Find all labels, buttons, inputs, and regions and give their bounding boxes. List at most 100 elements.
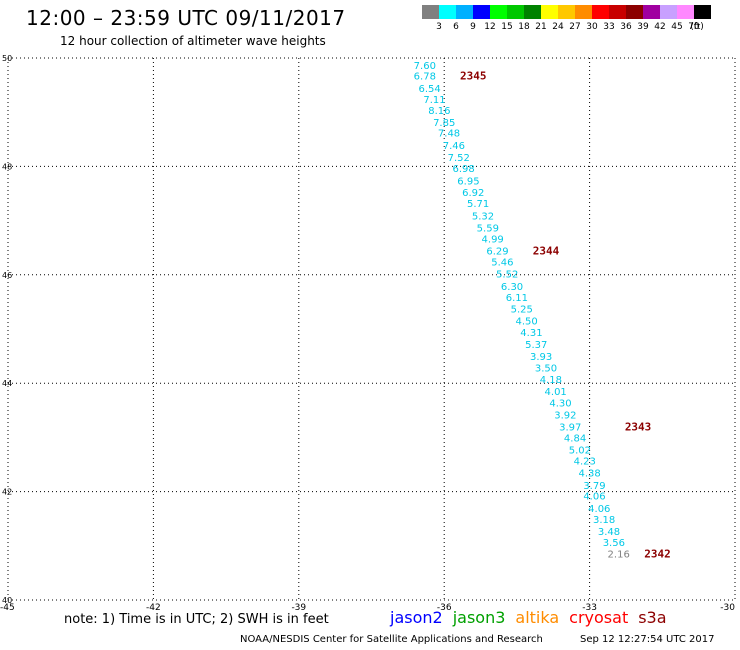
colorbar-label: 30 [586, 22, 598, 32]
wave-height-label: 3.92 [554, 410, 576, 421]
satellite-altika: altika [515, 608, 560, 627]
colorbar-swatch [609, 5, 626, 19]
wave-height-label: 7.46 [443, 141, 465, 152]
colorbar-label: 6 [453, 22, 459, 32]
wave-height-label: 6.78 [414, 72, 436, 83]
pass-time-label: 2343 [625, 420, 652, 433]
colorbar-swatch [456, 5, 473, 19]
wave-height-label: 4.06 [588, 504, 610, 515]
wave-height-label: 5.52 [496, 270, 518, 281]
colorbar-label: 3 [436, 22, 442, 32]
wave-height-label: 5.32 [472, 212, 494, 223]
colorbar-swatch [507, 5, 524, 19]
wave-height-label: 5.37 [525, 340, 547, 351]
wave-height-label: 6.30 [501, 282, 523, 293]
colorbar-swatch [677, 5, 694, 19]
pass-time-label: 2345 [460, 70, 487, 83]
wave-height-label: 4.31 [520, 328, 542, 339]
satellite-jason3: jason3 [452, 608, 506, 627]
lat-tick-label: 46 [2, 271, 12, 280]
lat-tick-label: 42 [2, 488, 12, 497]
footnote: note: 1) Time is in UTC; 2) SWH is in fe… [64, 612, 329, 627]
lat-tick-label: 44 [2, 379, 12, 388]
colorbar-swatch [694, 5, 711, 19]
satellite-s3a: s3a [638, 608, 667, 627]
wave-height-label: 7.11 [423, 95, 445, 106]
colorbar-swatch [541, 5, 558, 19]
colorbar-swatch [626, 5, 643, 19]
wave-height-label: 7.52 [448, 153, 470, 164]
wave-height-label: 3.18 [593, 515, 615, 526]
colorbar-swatch [592, 5, 609, 19]
lon-tick-label: -36 [437, 603, 452, 613]
wave-height-label: 4.06 [583, 492, 605, 503]
lon-tick-label: -42 [146, 603, 161, 613]
wave-height-label: 7.48 [438, 129, 460, 140]
colorbar-swatch [524, 5, 541, 19]
wave-height-label: 4.01 [545, 387, 567, 398]
lon-tick-label: -30 [720, 603, 735, 613]
colorbar-swatch [643, 5, 660, 19]
wave-height-label: 4.99 [482, 234, 504, 245]
satellite-legend: jason2 jason3 altika cryosat s3a [390, 608, 677, 627]
credit-line: NOAA/NESDIS Center for Satellite Applica… [240, 634, 543, 645]
wave-height-label: 3.48 [598, 527, 620, 538]
colorbar-swatch [660, 5, 677, 19]
colorbar-swatch [490, 5, 507, 19]
colorbar-label: 39 [637, 22, 649, 32]
wave-height-label: 6.54 [419, 84, 441, 95]
wave-height-label: 7.85 [433, 118, 455, 129]
colorbar-label: 15 [501, 22, 513, 32]
wave-height-label: 4.18 [540, 375, 562, 386]
colorbar-swatch [558, 5, 575, 19]
wave-height-label: 2.16 [608, 550, 630, 561]
wave-height-label: 5.59 [477, 223, 499, 234]
wave-height-label: 3.79 [583, 481, 605, 492]
colorbar-label: 70 [688, 22, 700, 32]
wave-height-label: 4.50 [515, 317, 537, 328]
wave-height-label: 5.46 [491, 258, 513, 269]
lat-tick-label: 50 [2, 54, 12, 63]
wave-height-label: 6.11 [506, 293, 528, 304]
wave-height-label: 3.97 [559, 422, 581, 433]
wave-height-label: 6.92 [462, 188, 484, 199]
page-subtitle: 12 hour collection of altimeter wave hei… [60, 34, 326, 48]
pass-time-label: 2342 [644, 548, 671, 561]
wave-height-label: 8.16 [428, 106, 450, 117]
wave-height-label: 5.71 [467, 199, 489, 210]
colorbar-label: 24 [552, 22, 564, 32]
colorbar-label: 9 [470, 22, 476, 32]
colorbar-swatch [439, 5, 456, 19]
colorbar-label: 27 [569, 22, 581, 32]
pass-time-label: 2344 [533, 245, 560, 258]
satellite-jason2: jason2 [390, 608, 443, 627]
colorbar-unit: (ft) [690, 22, 704, 32]
lon-tick-label: -45 [0, 603, 15, 613]
wave-height-label: 4.38 [578, 468, 600, 479]
wave-height-label: 6.29 [486, 247, 508, 258]
colorbar-swatch [473, 5, 490, 19]
generation-timestamp: Sep 12 12:27:54 UTC 2017 [580, 634, 715, 645]
page-title: 12:00 – 23:59 UTC 09/11/2017 [26, 6, 346, 30]
colorbar-swatch [575, 5, 592, 19]
colorbar-swatch [422, 5, 439, 19]
colorbar-label: 12 [484, 22, 496, 32]
wave-height-label: 3.50 [535, 363, 557, 374]
wave-height-label: 7.60 [414, 61, 436, 72]
colorbar-label: 21 [535, 22, 547, 32]
lon-tick-label: -39 [291, 603, 306, 613]
lon-tick-label: -33 [582, 603, 597, 613]
colorbar-label: 33 [603, 22, 615, 32]
wave-height-label: 5.02 [569, 446, 591, 457]
colorbar-label: 36 [620, 22, 632, 32]
wave-height-label: 6.95 [457, 176, 479, 187]
lat-tick-label: 40 [2, 596, 12, 605]
wave-height-label: 4.23 [574, 457, 596, 468]
satellite-cryosat: cryosat [569, 608, 629, 627]
wave-height-label: 3.93 [530, 352, 552, 363]
wave-height-label: 5.25 [511, 305, 533, 316]
wave-height-label: 6.98 [452, 164, 474, 175]
colorbar-label: 18 [518, 22, 530, 32]
colorbar-label: 42 [654, 22, 666, 32]
